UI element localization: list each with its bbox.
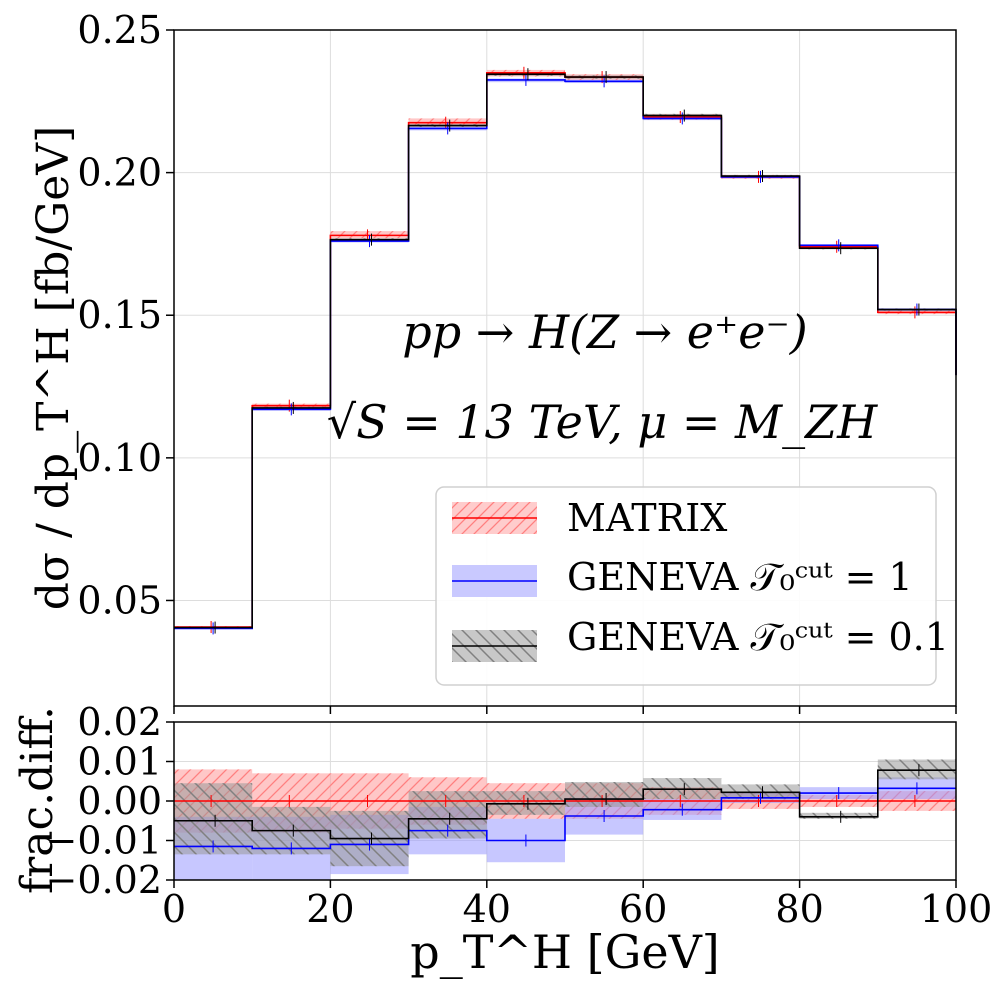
ratio-x-tick-label: 0 bbox=[162, 887, 186, 931]
ratio-y-tick-label: 0.02 bbox=[77, 700, 162, 744]
ratio-y-axis-label: frac.diff. bbox=[12, 706, 63, 894]
ratio-y-tick-label: 0.00 bbox=[77, 779, 162, 823]
ratio-y-tick-label: −0.01 bbox=[46, 819, 162, 863]
ratio-lines bbox=[174, 764, 956, 855]
legend-entry-geneva-1: GENEVA 𝒯₀ᶜᵘᵗ = 1 bbox=[452, 555, 913, 599]
main-y-tick-label: 0.05 bbox=[77, 578, 162, 622]
legend: MATRIX GENEVA 𝒯₀ᶜᵘᵗ = 1 GENEVA 𝒯₀ᶜᵘᵗ = 0… bbox=[435, 486, 949, 686]
main-step-line-geneva-01 bbox=[174, 73, 957, 629]
ratio-x-tick-label: 20 bbox=[306, 887, 354, 931]
main-ticks: 0.05 0.10 0.15 0.20 0.25 bbox=[77, 8, 957, 714]
ratio-step-line-geneva-01 bbox=[174, 769, 956, 840]
legend-label-matrix: MATRIX bbox=[567, 496, 727, 540]
ratio-x-tick-label: 60 bbox=[619, 887, 667, 931]
ratio-y-tick-label: −0.02 bbox=[46, 858, 162, 902]
ratio-band-hatch-geneva-01 bbox=[565, 782, 644, 807]
main-y-tick-label: 0.20 bbox=[77, 151, 162, 195]
main-lines bbox=[174, 66, 957, 635]
legend-entry-matrix: MATRIX bbox=[452, 496, 727, 540]
ratio-band-hatch-geneva-01 bbox=[799, 812, 878, 819]
energy-annotation: √S = 13 TeV, μ = M_ZH bbox=[327, 395, 878, 449]
main-y-axis-label: dσ / dp_T^H [fb/GeV] bbox=[28, 126, 79, 610]
ratio-y-tick-label: 0.01 bbox=[77, 740, 162, 784]
process-annotation: pp → H(Z → e⁺e⁻) bbox=[402, 305, 807, 359]
legend-label-geneva-01: GENEVA 𝒯₀ᶜᵘᵗ = 0.1 bbox=[567, 615, 949, 659]
main-y-tick-label: 0.10 bbox=[77, 436, 162, 480]
ratio-x-tick-label: 100 bbox=[920, 887, 993, 931]
ratio-x-tick-label: 40 bbox=[463, 887, 511, 931]
main-y-tick-label: 0.15 bbox=[77, 293, 162, 337]
legend-entry-geneva-01: GENEVA 𝒯₀ᶜᵘᵗ = 0.1 bbox=[452, 615, 949, 662]
main-y-tick-label: 0.25 bbox=[77, 8, 162, 52]
x-axis-label: p_T^H [GeV] bbox=[410, 925, 720, 979]
legend-label-geneva-1: GENEVA 𝒯₀ᶜᵘᵗ = 1 bbox=[567, 555, 913, 599]
ratio-ticks: 0.020.010.00−0.01−0.020 20 40 60 80 100 bbox=[46, 700, 993, 931]
legend-box bbox=[435, 486, 937, 686]
main-frame bbox=[173, 29, 957, 707]
ratio-x-tick-label: 80 bbox=[775, 887, 823, 931]
